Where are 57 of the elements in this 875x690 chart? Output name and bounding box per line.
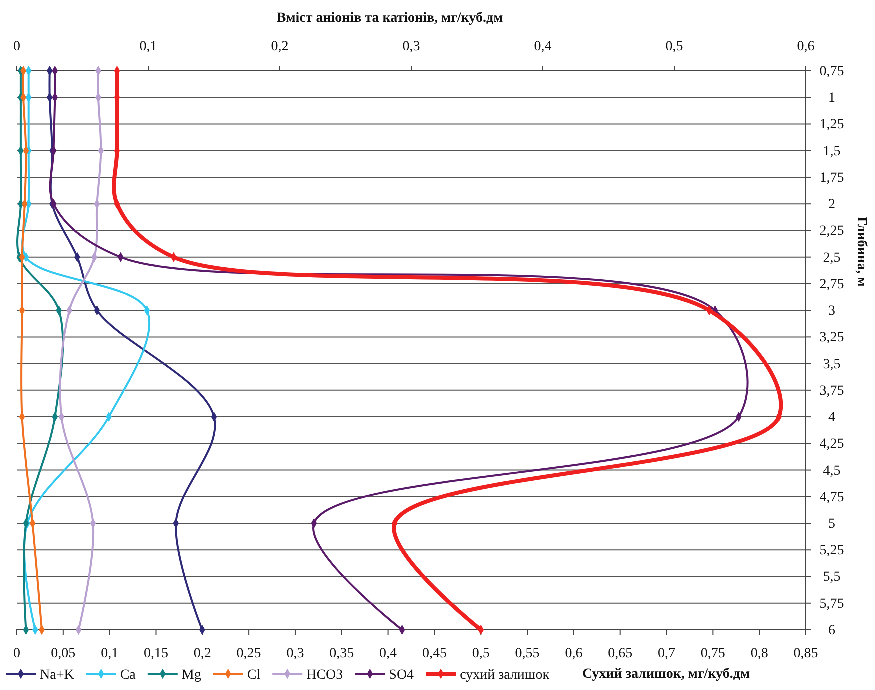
y-tick-label: 6 xyxy=(828,623,836,638)
x-tick-label: 0,5 xyxy=(472,646,490,662)
x2-axis-title: Вміст аніонів та катіонів, мг/куб.дм xyxy=(276,11,504,26)
y-tick-label: 2 xyxy=(828,198,836,213)
legend-label: Na+K xyxy=(40,668,74,683)
legend-label: Mg xyxy=(182,668,202,683)
legend-label: HCO3 xyxy=(306,668,344,683)
legend-label: Cl xyxy=(247,668,261,683)
y-tick-label: 4,75 xyxy=(820,490,844,506)
x-tick-label: 0,35 xyxy=(330,646,354,662)
y-tick-label: 5 xyxy=(828,517,836,532)
x-tick-label: 0,15 xyxy=(144,646,168,662)
x2-tick-label: 0,6 xyxy=(797,39,815,54)
y-tick-label: 1,75 xyxy=(820,170,844,186)
legend-label: Ca xyxy=(120,668,137,683)
x-axis-title: Сухий залишок, мг/куб.дм xyxy=(582,667,750,682)
x-tick-label: 0,85 xyxy=(794,646,818,662)
x2-tick-label: 0,1 xyxy=(140,39,158,54)
x2-tick-label: 0,2 xyxy=(271,39,289,54)
y-tick-label: 3 xyxy=(828,304,836,320)
x-tick-label: 0,4 xyxy=(380,646,398,662)
x-tick-label: 0,6 xyxy=(565,646,583,662)
legend-label: сухий залишок xyxy=(460,668,550,683)
x-tick-label: 0,05 xyxy=(51,646,76,662)
y-tick-label: 3,25 xyxy=(820,330,844,346)
x-tick-label: 0,3 xyxy=(286,646,304,662)
x-tick-label: 0,8 xyxy=(750,646,768,662)
x-tick-label: 0,55 xyxy=(515,646,540,662)
y-tick-label: 2,5 xyxy=(823,250,841,266)
x2-tick-label: 0 xyxy=(14,39,20,54)
x2-tick-label: 0,5 xyxy=(666,39,684,54)
x-tick-label: 0,25 xyxy=(236,646,262,662)
x2-tick-label: 0,4 xyxy=(534,39,552,54)
x-tick-label: 0,65 xyxy=(608,646,633,662)
y-tick-label: 2,25 xyxy=(820,224,844,240)
y-tick-label: 1,5 xyxy=(823,144,841,160)
y-tick-label: 4,5 xyxy=(823,464,841,479)
y-tick-label: 3,5 xyxy=(823,357,841,372)
x2-tick-label: 0,3 xyxy=(402,39,420,54)
legend-label: SO4 xyxy=(389,668,414,683)
y-tick-label: 2,75 xyxy=(820,277,844,292)
x-tick-label: 0,2 xyxy=(194,646,212,662)
y-tick-label: 3,75 xyxy=(820,384,844,399)
y-tick-label: 4,25 xyxy=(820,437,844,452)
y-tick-label: 5,25 xyxy=(820,544,844,559)
x-tick-label: 0,75 xyxy=(700,646,726,662)
x-tick-label: 0 xyxy=(14,646,20,662)
x-tick-label: 0,45 xyxy=(422,646,447,662)
y-tick-label: 5,75 xyxy=(820,596,844,612)
y-tick-label: 0,75 xyxy=(820,64,844,80)
x-tick-label: 0,7 xyxy=(658,646,676,662)
y-tick-label: 5,5 xyxy=(823,570,841,586)
y-tick-label: 1 xyxy=(828,91,836,106)
y-tick-label: 4 xyxy=(828,410,836,426)
y-axis-title: Глибина, м xyxy=(854,217,869,288)
x-tick-label: 0,1 xyxy=(101,646,119,662)
y-tick-label: 1,25 xyxy=(820,118,844,133)
